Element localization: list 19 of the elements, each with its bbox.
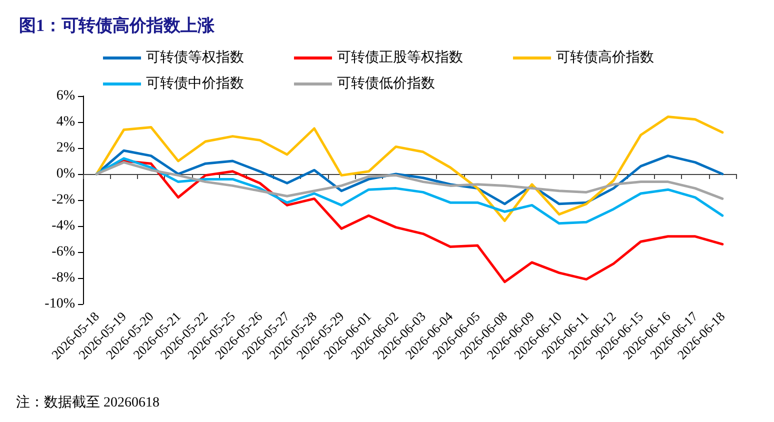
y-tick-label: -8% — [52, 270, 76, 286]
line-series — [95, 161, 724, 200]
y-tick-label: 4% — [56, 114, 76, 130]
legend-label: 可转债正股等权指数 — [337, 50, 463, 66]
legend-label: 可转债中价指数 — [146, 76, 244, 92]
legend-label: 可转债等权指数 — [146, 50, 244, 66]
text: 注：数据截至 20260618 — [16, 394, 160, 410]
y-tick-label: -2% — [52, 192, 76, 208]
y-tick-label: -10% — [44, 296, 76, 312]
y-tick-label: 0% — [56, 166, 76, 182]
legend-label: 可转债低价指数 — [337, 76, 435, 92]
line-series — [95, 116, 724, 222]
y-tick-label: 6% — [56, 88, 76, 104]
y-tick-label: -6% — [52, 244, 76, 260]
y-tick-label: -4% — [52, 218, 76, 234]
chart-title: 图1：可转债高价指数上涨 — [19, 16, 216, 35]
y-tick-label: 2% — [56, 140, 76, 156]
line-series — [95, 157, 724, 225]
legend-label: 可转债高价指数 — [556, 50, 654, 66]
